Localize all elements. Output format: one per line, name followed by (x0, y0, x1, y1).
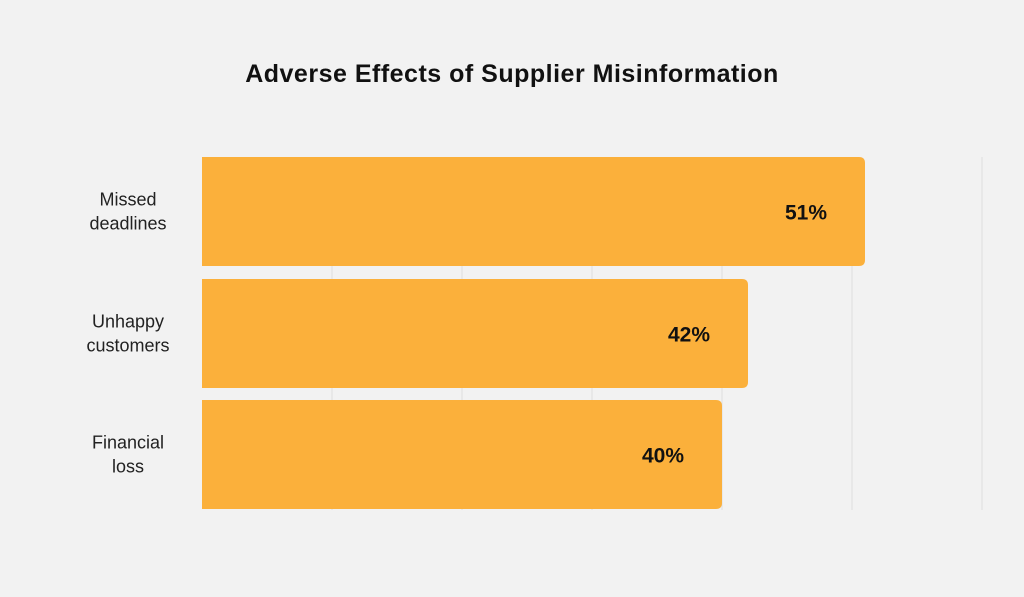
category-label-0-line-0: Missed (99, 190, 156, 210)
category-label-0-line-1: deadlines (89, 214, 166, 234)
category-label-1-line-0: Unhappy (92, 312, 164, 332)
bar-2 (202, 400, 722, 509)
bar-0 (202, 157, 865, 266)
value-label-0: 51% (785, 202, 827, 225)
value-label-1: 42% (668, 324, 710, 347)
category-label-1-line-1: customers (86, 336, 169, 356)
chart-title: Adverse Effects of Supplier Misinformati… (245, 60, 779, 88)
value-label-2: 40% (642, 445, 684, 468)
bar-1 (202, 279, 748, 388)
category-label-2-line-0: Financial (92, 433, 164, 453)
category-label-2-line-1: loss (112, 457, 144, 477)
